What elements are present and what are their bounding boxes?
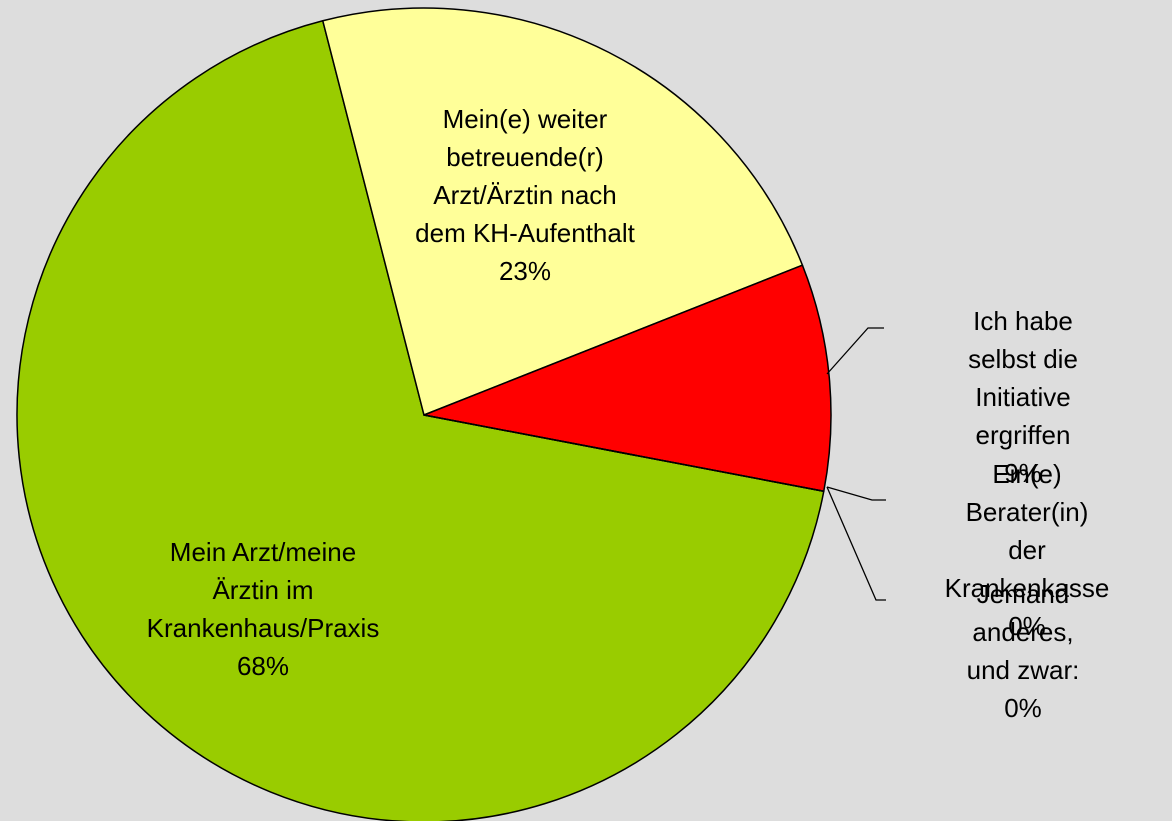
category-label: Jemand anderes, und zwar: — [966, 579, 1080, 685]
pie-slice — [16, 20, 825, 821]
slice-label: Ich habe selbst die Initiative ergriffen… — [949, 302, 1098, 492]
leader-line — [826, 486, 886, 601]
value-label: 0% — [1008, 611, 1046, 641]
category-label: Mein Arzt/meine Ärztin im Krankenhaus/Pr… — [146, 537, 380, 643]
category-label: Ich habe selbst die Initiative ergriffen — [968, 306, 1078, 450]
slice-label: Jemand anderes, und zwar: 0% — [949, 575, 1098, 727]
category-label: Mein(e) weiter betreuende(r) Arzt/Ärztin… — [415, 104, 635, 248]
pie-slice — [423, 414, 825, 493]
value-label: 9% — [1004, 458, 1042, 488]
value-label: 0% — [1004, 693, 1042, 723]
value-label: 23% — [498, 256, 552, 286]
leader-line — [826, 327, 884, 375]
slice-label: Mein Arzt/meine Ärztin im Krankenhaus/Pr… — [147, 533, 380, 685]
pie-slice — [423, 264, 832, 493]
value-label: 68% — [236, 651, 290, 681]
category-label: Ein(e) Berater(in) der Krankenkasse — [944, 459, 1110, 603]
slice-label: Mein(e) weiter betreuende(r) Arzt/Ärztin… — [415, 100, 635, 290]
leader-line — [826, 486, 886, 501]
slice-label: Ein(e) Berater(in) der Krankenkasse 0% — [945, 455, 1110, 645]
pie-slice — [322, 7, 804, 416]
